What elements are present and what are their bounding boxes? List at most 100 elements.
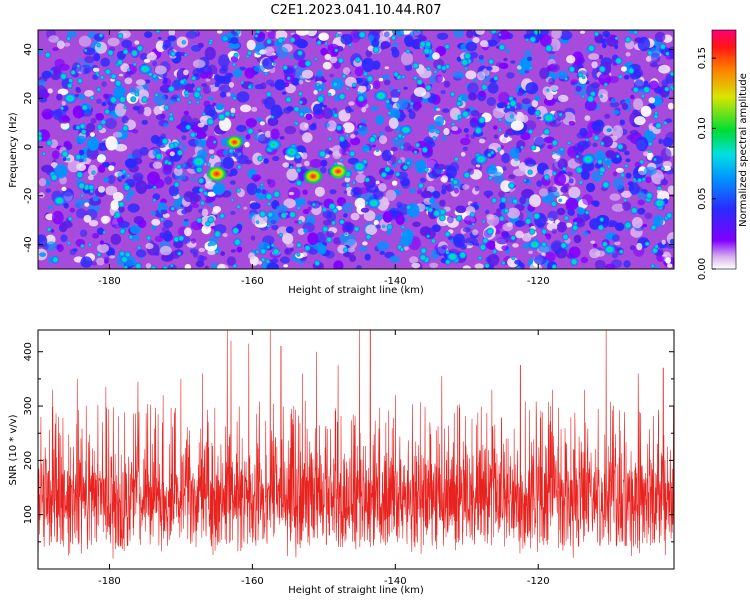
spectrogram-panel: -180 -160 -140 -120 -40 -20 0 20 40 Height of s… <box>8 29 675 296</box>
spectrogram-speckle <box>492 248 498 255</box>
spectrogram-x-tick-label: -160 <box>241 276 264 287</box>
spectrogram-texture-cell <box>86 122 96 133</box>
spectrogram-speckle <box>577 71 584 78</box>
spectrogram-texture-cell <box>284 125 297 135</box>
spectrogram-texture-cell <box>592 142 598 148</box>
spectrogram-texture-cell <box>594 259 606 269</box>
spectrogram-speckle <box>91 170 96 176</box>
spectrogram-speckle <box>422 47 431 56</box>
spectrogram-speckle <box>551 139 559 147</box>
spectrogram-texture-cell <box>622 201 632 211</box>
spectrogram-texture-cell <box>470 110 480 117</box>
spectrogram-texture-cell <box>579 30 586 34</box>
spectrogram-texture-cell <box>604 263 616 269</box>
spectrogram-texture-cell <box>59 63 70 71</box>
spectrogram-speckle <box>498 215 506 222</box>
spectrogram-texture-cell <box>460 137 471 146</box>
spectrogram-speckle <box>604 157 609 162</box>
spectrogram-texture-cell <box>440 90 446 95</box>
spectrogram-texture-cell <box>312 103 323 115</box>
spectrogram-speckle <box>49 173 59 182</box>
spectrogram-speckle <box>399 246 405 253</box>
spectrogram-texture-cell <box>181 209 188 215</box>
spectrogram-texture-cell <box>322 104 328 108</box>
spectrogram-speckle <box>116 58 124 67</box>
spectrogram-texture-cell <box>233 148 244 160</box>
spectrogram-speckle <box>381 224 386 229</box>
spectrogram-texture-cell <box>293 197 306 207</box>
spectrogram-speckle <box>293 64 298 70</box>
spectrogram-texture-cell <box>547 144 553 150</box>
spectrogram-speckle <box>392 71 400 78</box>
spectrogram-speckle <box>152 185 157 190</box>
spectrogram-texture-cell <box>381 41 389 49</box>
spectrogram-speckle <box>321 225 329 233</box>
spectrogram-speckle <box>236 164 242 170</box>
spectrogram-texture-cell <box>161 253 174 262</box>
spectrogram-texture-cell <box>313 89 318 95</box>
spectrogram-y-tick-label: 20 <box>23 92 34 105</box>
spectrogram-texture-cell <box>583 215 591 221</box>
spectrogram-texture-cell <box>282 233 294 245</box>
spectrogram-texture-cell <box>62 189 73 197</box>
spectrogram-texture-cell <box>286 168 298 181</box>
spectrogram-texture-cell <box>510 60 516 64</box>
spectrogram-speckle <box>163 104 170 111</box>
spectrogram-speckle <box>523 178 527 183</box>
spectrogram-speckle <box>60 106 65 111</box>
spectrogram-texture-cell <box>605 151 617 159</box>
spectrogram-texture-cell <box>250 235 256 241</box>
spectrogram-texture-cell <box>409 256 419 264</box>
spectrogram-speckle <box>206 162 212 167</box>
spectrogram-speckle <box>670 86 674 92</box>
spectrogram-texture-cell <box>288 191 295 196</box>
spectrogram-texture-cell <box>78 57 83 62</box>
spectrogram-texture-cell <box>90 132 95 137</box>
spectrogram-speckle <box>266 201 272 207</box>
spectrogram-texture-cell <box>625 172 632 179</box>
spectrogram-texture-cell <box>429 197 436 204</box>
snr-y-tick-label: 200 <box>23 451 34 470</box>
spectrogram-hotspot <box>205 165 228 183</box>
spectrogram-texture-cell <box>521 233 532 242</box>
spectrogram-hotspot <box>603 244 617 255</box>
spectrogram-texture-cell <box>84 90 94 97</box>
spectrogram-texture-cell <box>473 201 478 206</box>
spectrogram-speckle <box>190 75 197 82</box>
spectrogram-speckle <box>195 216 203 224</box>
spectrogram-texture-cell <box>285 226 294 234</box>
spectrogram-texture-cell <box>493 125 498 130</box>
spectrogram-texture-cell <box>101 215 109 225</box>
spectrogram-texture-cell <box>499 202 506 210</box>
spectrogram-speckle <box>293 105 301 113</box>
spectrogram-speckle <box>558 112 563 117</box>
spectrogram-texture-cell <box>163 230 173 242</box>
spectrogram-texture-cell <box>129 224 142 235</box>
colorbar-tick-label: 0.00 <box>697 258 708 280</box>
spectrogram-texture-cell <box>354 66 364 77</box>
spectrogram-texture-cell <box>378 77 384 82</box>
spectrogram-speckle <box>99 74 105 80</box>
spectrogram-speckle <box>498 43 506 52</box>
spectrogram-texture-cell <box>78 149 85 156</box>
spectrogram-speckle <box>134 262 143 269</box>
spectrogram-speckle <box>224 36 229 41</box>
spectrogram-speckle <box>345 133 350 138</box>
spectrogram-texture-cell <box>550 240 564 254</box>
spectrogram-texture-cell <box>501 152 510 164</box>
spectrogram-speckle <box>489 30 498 35</box>
spectrogram-texture-cell <box>204 46 216 61</box>
spectrogram-x-tick-label: -180 <box>98 276 121 287</box>
spectrogram-speckle <box>348 43 353 47</box>
spectrogram-speckle <box>627 67 635 75</box>
spectrogram-texture-cell <box>322 61 332 70</box>
spectrogram-speckle <box>432 135 437 141</box>
spectrogram-texture-cell <box>475 30 485 35</box>
spectrogram-texture-cell <box>249 202 261 210</box>
spectrogram-speckle <box>327 136 332 141</box>
spectrogram-texture-cell <box>643 166 657 176</box>
spectrogram-texture-cell <box>534 255 547 265</box>
spectrogram-speckle <box>632 86 640 94</box>
spectrogram-texture-cell <box>253 65 266 73</box>
spectrogram-texture-cell <box>420 36 427 42</box>
